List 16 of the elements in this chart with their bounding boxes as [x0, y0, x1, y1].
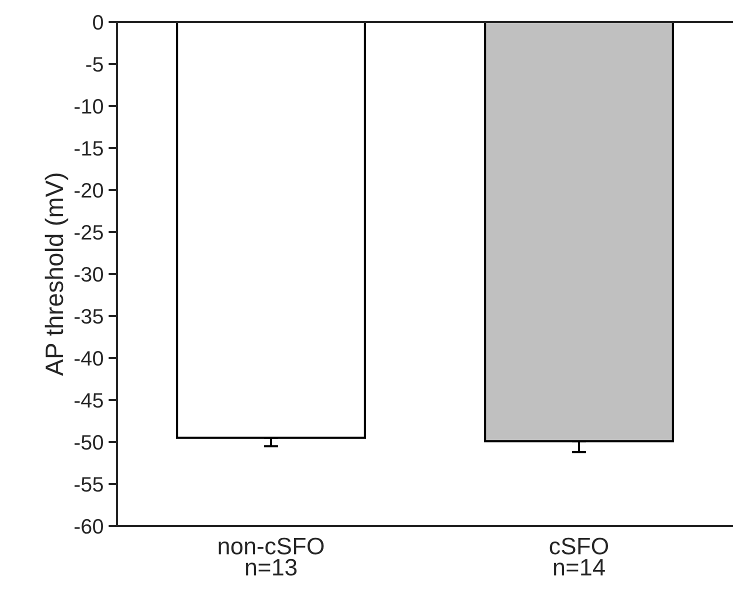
y-tick-label: -25: [74, 225, 103, 240]
y-tick-label: -40: [74, 351, 103, 366]
y-tick-label: -50: [74, 435, 103, 450]
y-tick-label: -35: [74, 309, 103, 324]
y-tick-label: -45: [74, 393, 103, 408]
y-tick-label: -20: [74, 183, 103, 198]
y-tick-label: -55: [74, 477, 103, 492]
y-tick-label: -60: [74, 519, 103, 534]
x-tick-label: cSFO n=14: [550, 538, 608, 576]
y-tick-label: -10: [74, 99, 103, 114]
y-tick-label: -5: [86, 57, 103, 72]
y-axis-title: AP threshold (mV): [44, 174, 68, 376]
y-tick-label: -30: [74, 267, 103, 282]
y-tick-label: 0: [93, 15, 103, 30]
x-tick-label: non-cSFO n=13: [218, 538, 324, 576]
y-tick-label: -15: [74, 141, 103, 156]
